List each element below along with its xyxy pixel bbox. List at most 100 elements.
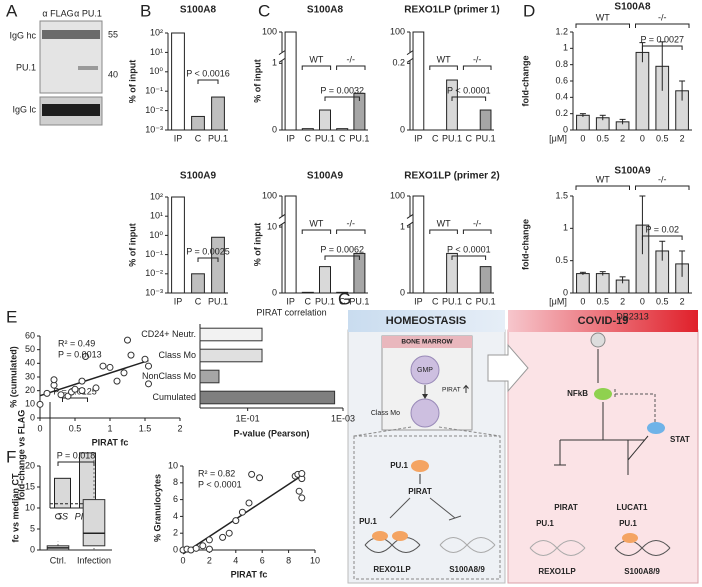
- point: [50, 376, 58, 384]
- x-tick-label: 0: [580, 133, 585, 143]
- mw-marker: 40: [108, 69, 118, 79]
- bar: [595, 273, 610, 294]
- gmp-cell: [410, 355, 440, 385]
- dna: [614, 540, 671, 556]
- group-bracket: [635, 185, 690, 190]
- x-axis-label: [μM]: [549, 296, 567, 306]
- y-tick-label: 10⁻³: [145, 124, 163, 134]
- x-tick-label: IP: [286, 296, 295, 306]
- sig-bracket: [641, 45, 683, 50]
- point: [232, 517, 240, 525]
- point: [92, 384, 100, 392]
- virus: [590, 332, 606, 348]
- bar: [284, 195, 297, 294]
- panel-letter: F: [6, 447, 16, 466]
- point: [199, 542, 207, 550]
- node-text: GMP: [417, 367, 433, 374]
- x-tick-label: C: [432, 296, 439, 306]
- x-tick-label: 0.5: [69, 423, 82, 433]
- panel-letter: G: [338, 289, 351, 308]
- node-text: PU.1: [390, 461, 408, 470]
- chart-title: REXO1LP (primer 1): [404, 5, 499, 16]
- x-tick-label: 1: [107, 423, 112, 433]
- y-tick-label: 6: [173, 494, 178, 504]
- sig-bracket: [451, 96, 487, 101]
- annotation: P < 0.0001: [198, 479, 242, 489]
- zoom-box: [353, 435, 501, 580]
- blot-band: [42, 30, 100, 39]
- bar: [576, 273, 590, 294]
- dna: [529, 540, 586, 556]
- p-value: P = 0.0027: [640, 34, 684, 44]
- bar: [211, 96, 225, 131]
- group-bracket: [301, 65, 332, 70]
- y-axis-label: fold-change: [520, 56, 530, 107]
- y-tick-label: 10: [25, 502, 35, 512]
- y-tick-label: 10²: [150, 27, 163, 37]
- y-tick-label: 1: [563, 223, 568, 233]
- group-bracket: [462, 65, 492, 70]
- y-tick-label: 100: [262, 26, 277, 36]
- panel-letter: B: [140, 1, 151, 20]
- x-tick-label: 0.5: [656, 296, 669, 306]
- homeostasis-header: [348, 310, 505, 332]
- pu1-protein: [372, 531, 388, 541]
- group-label: WT: [596, 174, 610, 184]
- group-label: -/-: [347, 218, 356, 228]
- group-bracket: [336, 229, 366, 234]
- point: [219, 533, 227, 541]
- lane-label: α FLAG: [42, 8, 73, 18]
- x-tick-label: 0: [180, 555, 185, 565]
- y-tick-label: 10¹: [150, 47, 163, 57]
- y-tick-label: 1: [563, 43, 568, 53]
- y-tick-label: 30: [25, 371, 35, 381]
- point: [82, 353, 89, 360]
- y-tick-label: 0: [400, 287, 405, 297]
- y-tick-label: 0: [272, 287, 277, 297]
- blot-band: [78, 66, 98, 70]
- y-tick-label: 10: [168, 460, 178, 470]
- group-label: WT: [596, 12, 610, 22]
- y-tick-label: 100: [390, 190, 405, 200]
- y-tick-label: 0: [30, 544, 35, 554]
- bar: [446, 79, 458, 131]
- group-label: -/-: [473, 218, 482, 228]
- bar: [171, 196, 185, 294]
- x-tick-label: PU.1: [442, 133, 462, 143]
- bar: [336, 291, 349, 294]
- y-tick-label: 0: [30, 412, 35, 422]
- pathway-lines: [554, 402, 649, 475]
- point: [145, 380, 152, 388]
- point: [298, 470, 306, 478]
- chart-title: S100A8: [614, 2, 651, 13]
- group-label: -/-: [473, 54, 482, 64]
- bar: [199, 369, 220, 384]
- node-text: PIRAT: [442, 387, 461, 394]
- bar: [191, 273, 205, 294]
- bar: [576, 114, 590, 131]
- x-axis-label: PIRAT fc: [92, 437, 129, 447]
- bar: [211, 236, 225, 294]
- chart-title: REXO1LP (primer 2): [404, 171, 499, 182]
- group-bracket: [429, 65, 458, 70]
- x-tick-label: PU.1: [208, 296, 228, 306]
- x-tick-label: 1E-03: [331, 413, 355, 423]
- x-tick-label: C: [195, 296, 202, 306]
- y-tick-label: 0: [563, 124, 568, 134]
- chart-title: S100A8: [307, 5, 344, 16]
- bar: [199, 327, 263, 342]
- axis-break: [406, 50, 414, 56]
- point: [248, 470, 256, 478]
- y-tick-label: 40: [25, 358, 35, 368]
- bar: [412, 195, 425, 294]
- y-tick-label: 10⁻¹: [145, 86, 163, 96]
- y-tick-label: 10⁻²: [145, 105, 163, 115]
- y-axis-label: fold-change vs FLAG: [16, 410, 26, 501]
- group-label: WT: [437, 218, 451, 228]
- point: [106, 363, 114, 371]
- x-tick-label: IP: [286, 133, 295, 143]
- mw-marker: 55: [108, 29, 118, 39]
- point: [256, 474, 264, 482]
- x-tick-label: 0.5: [596, 296, 609, 306]
